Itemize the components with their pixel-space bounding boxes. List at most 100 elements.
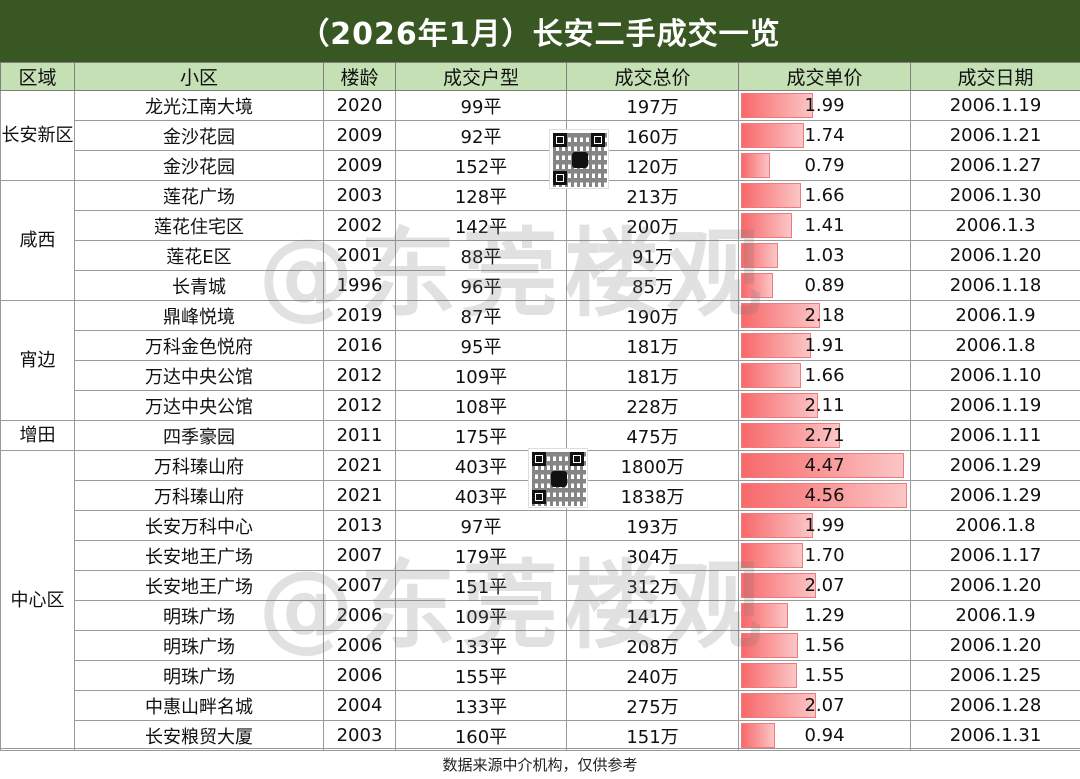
- unit-size-cell: 99平: [396, 91, 567, 121]
- building-age-cell: 2016: [324, 331, 396, 361]
- unit-size-cell: 133平: [396, 631, 567, 661]
- unit-price-value: 1.66: [804, 185, 844, 206]
- deal-date-cell: 2006.1.10: [911, 361, 1080, 391]
- building-age-cell: 1996: [324, 271, 396, 301]
- unit-price-cell: 1.70: [739, 541, 911, 571]
- unit-size-cell: 179平: [396, 541, 567, 571]
- deal-date-cell: 2006.1.18: [911, 271, 1080, 301]
- unit-price-cell: 1.66: [739, 361, 911, 391]
- unit-price-bar: [741, 543, 803, 568]
- building-age-cell: 2012: [324, 361, 396, 391]
- unit-size-cell: 160平: [396, 721, 567, 751]
- unit-size-cell: 87平: [396, 301, 567, 331]
- unit-size-cell: 128平: [396, 181, 567, 211]
- area-cell: 宵边: [1, 301, 75, 421]
- unit-price-value: 2.11: [804, 395, 844, 416]
- community-cell: 长安地王广场: [75, 541, 324, 571]
- deal-date-cell: 2006.1.17: [911, 541, 1080, 571]
- unit-price-cell: 1.03: [739, 241, 911, 271]
- unit-price-value: 0.79: [804, 155, 844, 176]
- community-cell: 明珠广场: [75, 661, 324, 691]
- building-age-cell: 2002: [324, 211, 396, 241]
- unit-price-bar: [741, 633, 798, 658]
- community-cell: 万科瑧山府: [75, 481, 324, 511]
- qr-code-icon: [549, 129, 609, 189]
- unit-price-value: 1.56: [804, 635, 844, 656]
- building-age-cell: 2019: [324, 301, 396, 331]
- unit-price-bar: [741, 333, 811, 358]
- unit-price-value: 1.55: [804, 665, 844, 686]
- building-age-cell: 2006: [324, 661, 396, 691]
- unit-price-cell: 1.99: [739, 91, 911, 121]
- community-cell: 万科瑧山府: [75, 451, 324, 481]
- unit-size-cell: 95平: [396, 331, 567, 361]
- community-cell: 明珠广场: [75, 631, 324, 661]
- unit-price-bar: [741, 513, 813, 538]
- unit-price-value: 1.66: [804, 365, 844, 386]
- unit-size-cell: 155平: [396, 661, 567, 691]
- deal-date-cell: 2006.1.21: [911, 121, 1080, 151]
- unit-size-cell: 109平: [396, 601, 567, 631]
- building-age-cell: 2006: [324, 631, 396, 661]
- total-price-cell: 240万: [567, 661, 739, 691]
- deal-date-cell: 2006.1.20: [911, 571, 1080, 601]
- area-cell: 咸西: [1, 181, 75, 301]
- unit-price-value: 1.91: [804, 335, 844, 356]
- table-header-row: 区域 小区 楼龄 成交户型 成交总价 成交单价 成交日期: [1, 63, 1080, 91]
- building-age-cell: 2003: [324, 721, 396, 751]
- unit-price-bar: [741, 363, 801, 388]
- community-cell: 鼎峰悦境: [75, 301, 324, 331]
- unit-price-cell: 2.07: [739, 571, 911, 601]
- deal-date-cell: 2006.1.27: [911, 151, 1080, 181]
- area-cell: 长安新区: [1, 91, 75, 181]
- total-price-cell: 181万: [567, 331, 739, 361]
- unit-price-cell: 0.89: [739, 271, 911, 301]
- unit-price-value: 2.07: [804, 575, 844, 596]
- qr-code-icon: [528, 448, 588, 508]
- community-cell: 万达中央公馆: [75, 391, 324, 421]
- deal-date-cell: 2006.1.25: [911, 661, 1080, 691]
- unit-price-value: 1.29: [804, 605, 844, 626]
- deal-date-cell: 2006.1.9: [911, 301, 1080, 331]
- unit-price-bar: [741, 273, 773, 298]
- unit-size-cell: 175平: [396, 421, 567, 451]
- deal-date-cell: 2006.1.29: [911, 481, 1080, 511]
- unit-price-cell: 0.94: [739, 721, 911, 751]
- building-age-cell: 2020: [324, 91, 396, 121]
- area-cell: 中心区: [1, 451, 75, 751]
- total-price-cell: 208万: [567, 631, 739, 661]
- page-title: （2026年1月）长安二手成交一览: [0, 0, 1080, 62]
- unit-price-value: 2.18: [804, 305, 844, 326]
- unit-size-cell: 97平: [396, 511, 567, 541]
- unit-size-cell: 151平: [396, 571, 567, 601]
- unit-price-cell: 2.71: [739, 421, 911, 451]
- total-price-cell: 1800万: [567, 451, 739, 481]
- total-price-cell: 91万: [567, 241, 739, 271]
- total-price-cell: 312万: [567, 571, 739, 601]
- building-age-cell: 2021: [324, 481, 396, 511]
- unit-price-value: 0.94: [804, 725, 844, 746]
- column-header-total-price: 成交总价: [567, 63, 739, 91]
- column-header-unit-price: 成交单价: [739, 63, 911, 91]
- unit-size-cell: 109平: [396, 361, 567, 391]
- unit-price-value: 1.99: [804, 515, 844, 536]
- unit-price-cell: 4.47: [739, 451, 911, 481]
- unit-price-value: 2.71: [804, 425, 844, 446]
- unit-price-cell: 1.74: [739, 121, 911, 151]
- building-age-cell: 2007: [324, 541, 396, 571]
- building-age-cell: 2012: [324, 391, 396, 421]
- unit-size-cell: 88平: [396, 241, 567, 271]
- unit-price-value: 1.41: [804, 215, 844, 236]
- unit-price-cell: 1.41: [739, 211, 911, 241]
